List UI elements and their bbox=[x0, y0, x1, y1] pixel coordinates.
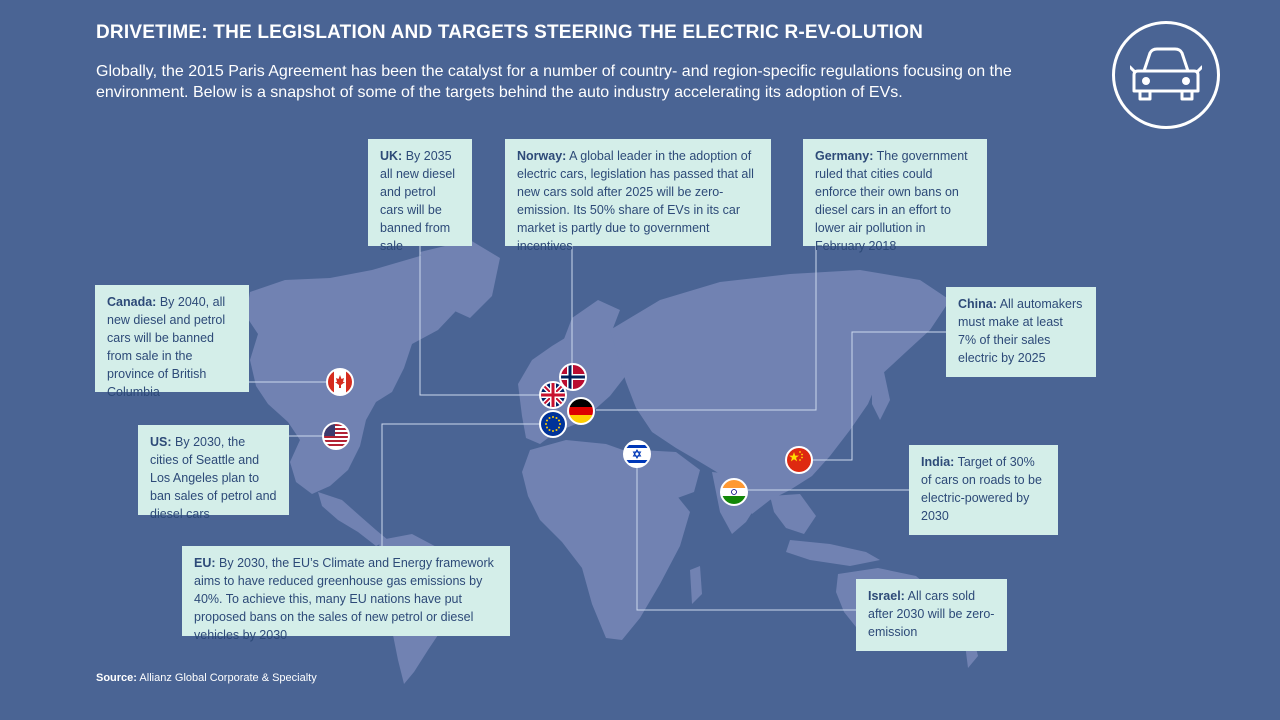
us-info-card: US: By 2030, the cities of Seattle and L… bbox=[138, 425, 289, 521]
japan-landmass bbox=[872, 372, 890, 420]
china-card-label: China: bbox=[958, 297, 997, 311]
source-text: Allianz Global Corporate & Specialty bbox=[139, 672, 317, 684]
eu-card-label: EU: bbox=[194, 556, 216, 570]
page-title: DRIVETIME: THE LEGISLATION AND TARGETS S… bbox=[96, 22, 924, 43]
india-card-text: Target of 30% of cars on roads to be ele… bbox=[921, 455, 1042, 523]
uk-card-label: UK: bbox=[380, 149, 403, 163]
source-label: Source: bbox=[96, 672, 137, 684]
central-america-landmass bbox=[318, 492, 388, 546]
source-credit: Source: Allianz Global Corporate & Speci… bbox=[96, 672, 317, 684]
us-card-label: US: bbox=[150, 435, 172, 449]
asia-landmass bbox=[610, 270, 950, 514]
china-connector-line bbox=[813, 331, 946, 461]
norway-card-label: Norway: bbox=[517, 149, 567, 163]
india-flag-icon bbox=[720, 478, 748, 506]
uk-card-text: By 2035 all new diesel and petrol cars w… bbox=[380, 149, 456, 253]
page-subtitle: Globally, the 2015 Paris Agreement has b… bbox=[96, 63, 1012, 101]
uk-connector-line bbox=[419, 246, 540, 396]
china-flag-icon bbox=[785, 446, 813, 474]
greenland-landmass bbox=[420, 240, 500, 318]
china-info-card: China: All automakers must make at least… bbox=[946, 287, 1096, 377]
eu-info-card: EU: By 2030, the EU’s Climate and Energy… bbox=[182, 546, 510, 642]
southeast-asia-landmass bbox=[770, 494, 816, 534]
eu-flag-icon bbox=[539, 410, 567, 438]
germany-flag-icon bbox=[567, 397, 595, 425]
middle-east-landmass bbox=[640, 450, 700, 500]
germany-info-card: Germany: The government ruled that citie… bbox=[803, 139, 987, 253]
israel-connector-line bbox=[636, 468, 856, 611]
norway-card-text: A global leader in the adoption of elect… bbox=[517, 149, 754, 253]
norway-info-card: Norway: A global leader in the adoption … bbox=[505, 139, 771, 253]
china-card-text: All automakers must make at least 7% of … bbox=[958, 297, 1083, 365]
uk-flag-icon bbox=[539, 381, 567, 409]
israel-flag-icon bbox=[623, 440, 651, 468]
india-card-label: India: bbox=[921, 455, 955, 469]
germany-card-label: Germany: bbox=[815, 149, 874, 163]
us-card-text: By 2030, the cities of Seattle and Los A… bbox=[150, 435, 277, 521]
canada-card-label: Canada: bbox=[107, 295, 157, 309]
norway-flag-icon bbox=[559, 363, 587, 391]
canada-flag-icon bbox=[326, 368, 354, 396]
germany-card-text: The government ruled that cities could e… bbox=[815, 149, 968, 253]
india-info-card: India: Target of 30% of cars on roads to… bbox=[909, 445, 1058, 535]
madagascar-landmass bbox=[690, 566, 702, 604]
israel-info-card: Israel: All cars sold after 2030 will be… bbox=[856, 579, 1007, 651]
eu-card-text: By 2030, the EU’s Climate and Energy fra… bbox=[194, 556, 494, 642]
indonesia-landmass bbox=[786, 540, 880, 566]
uk-info-card: UK: By 2035 all new diesel and petrol ca… bbox=[368, 139, 472, 253]
israel-card-label: Israel: bbox=[868, 589, 905, 603]
africa-landmass bbox=[522, 440, 690, 640]
canada-info-card: Canada: By 2040, all new diesel and petr… bbox=[95, 285, 249, 399]
eu-connector-line bbox=[381, 423, 539, 546]
germany-connector-line bbox=[596, 246, 817, 411]
canada-card-text: By 2040, all new diesel and petrol cars … bbox=[107, 295, 226, 399]
israel-card-text: All cars sold after 2030 will be zero-em… bbox=[868, 589, 995, 639]
us-flag-icon bbox=[322, 422, 350, 450]
car-icon bbox=[1112, 21, 1220, 129]
